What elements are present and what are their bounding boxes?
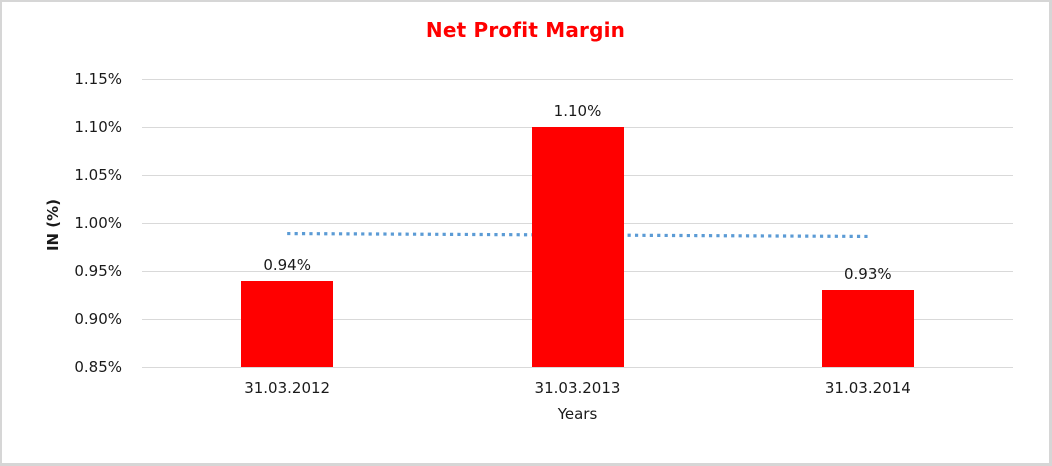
gridline [142, 79, 1013, 80]
plot-area: 0.94% 1.10% 0.93% [142, 79, 1013, 368]
data-label: 0.93% [844, 265, 892, 284]
bar-31.03.2013 [531, 127, 624, 367]
x-axis-tick-label: 31.03.2014 [824, 379, 911, 397]
x-axis-title: Years [557, 405, 598, 423]
data-label: 1.10% [553, 102, 602, 120]
data-label: 0.94% [263, 255, 311, 274]
gridline [142, 367, 1013, 368]
y-axis-tick-label: 1.15% [74, 70, 122, 88]
bar-31.03.2014 [821, 290, 914, 367]
y-axis-tick-label: 0.95% [74, 262, 122, 280]
x-axis-tick-label: 31.03.2012 [244, 379, 331, 397]
chart-title: Net Profit Margin [425, 18, 626, 42]
y-axis-tick-label: 1.00% [74, 214, 122, 232]
y-axis-tick-label: 0.90% [74, 310, 122, 328]
y-axis-tick-label: 0.85% [74, 358, 122, 376]
bar-31.03.2012 [241, 280, 334, 367]
x-axis-tick-label: 31.03.2013 [534, 379, 621, 397]
y-axis-tick-label: 1.10% [74, 118, 122, 136]
y-axis-tick-label: 1.05% [74, 166, 122, 184]
